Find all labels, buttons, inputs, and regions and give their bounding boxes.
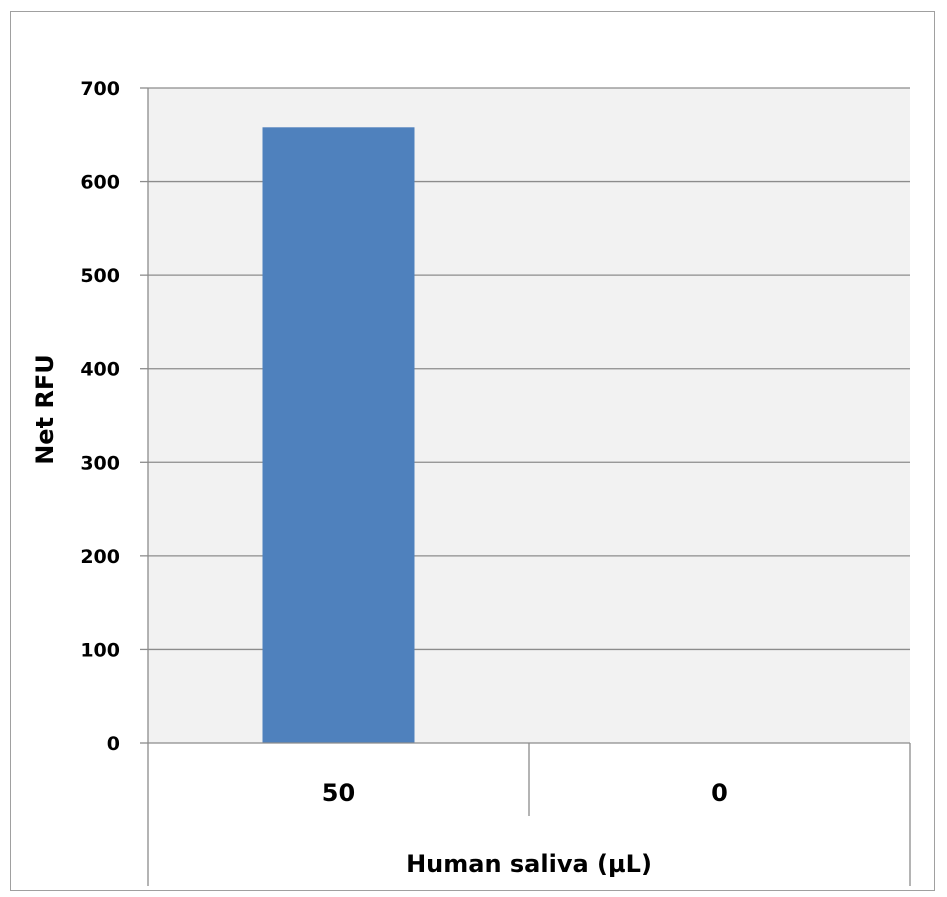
axes xyxy=(140,87,911,886)
y-tick-label: 500 xyxy=(80,265,120,287)
x-category-label: 50 xyxy=(322,779,355,807)
y-tick-label: 0 xyxy=(107,733,120,755)
x-category-label: 0 xyxy=(711,779,728,807)
y-axis-title: Net RFU xyxy=(31,354,59,465)
x-axis-title: Human saliva (µL) xyxy=(406,850,652,878)
bar-50 xyxy=(262,127,415,744)
y-tick-label: 300 xyxy=(80,452,120,474)
bars xyxy=(262,127,415,744)
y-tick-label: 600 xyxy=(80,172,120,194)
y-tick-label: 700 xyxy=(80,78,120,100)
y-tick-label: 400 xyxy=(80,359,120,381)
y-tick-label: 200 xyxy=(80,546,120,568)
plot-area xyxy=(148,88,910,743)
y-tick-label: 100 xyxy=(80,639,120,661)
